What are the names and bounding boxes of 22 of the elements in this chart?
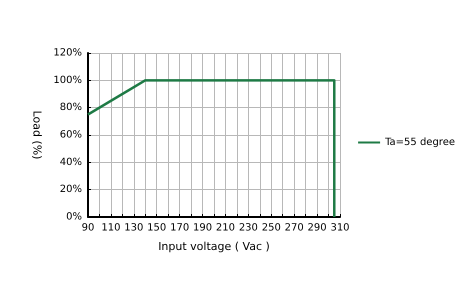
y-tick-label: 120% <box>53 48 82 58</box>
x-tick-label: 190 <box>193 222 212 234</box>
y-tick-label: 100% <box>53 74 82 86</box>
legend-label: Ta=55 degree <box>384 137 456 148</box>
x-tick-label: 210 <box>216 222 235 234</box>
y-tick-label: 0% <box>66 212 82 222</box>
y-tick-label: 80% <box>60 102 82 114</box>
x-axis-title: Input voltage ( Vac ) <box>158 240 270 253</box>
y-axis-title: Load (%) <box>30 110 44 160</box>
x-tick-label: 150 <box>147 222 166 234</box>
x-tick-label: 290 <box>308 222 327 234</box>
x-tick-label: 270 <box>284 222 304 234</box>
x-tick-label: 130 <box>124 222 144 234</box>
x-tick-label: 170 <box>170 222 190 234</box>
x-tick-label: 310 <box>330 222 350 234</box>
y-tick-label: 40% <box>60 156 82 168</box>
x-tick-label: 90 <box>82 222 94 234</box>
y-tick-label: 60% <box>60 130 82 140</box>
x-tick-label: 110 <box>101 222 120 234</box>
x-tick-label: 250 <box>262 222 281 234</box>
y-tick-label: 20% <box>60 184 82 196</box>
x-tick-label: 230 <box>238 222 258 234</box>
